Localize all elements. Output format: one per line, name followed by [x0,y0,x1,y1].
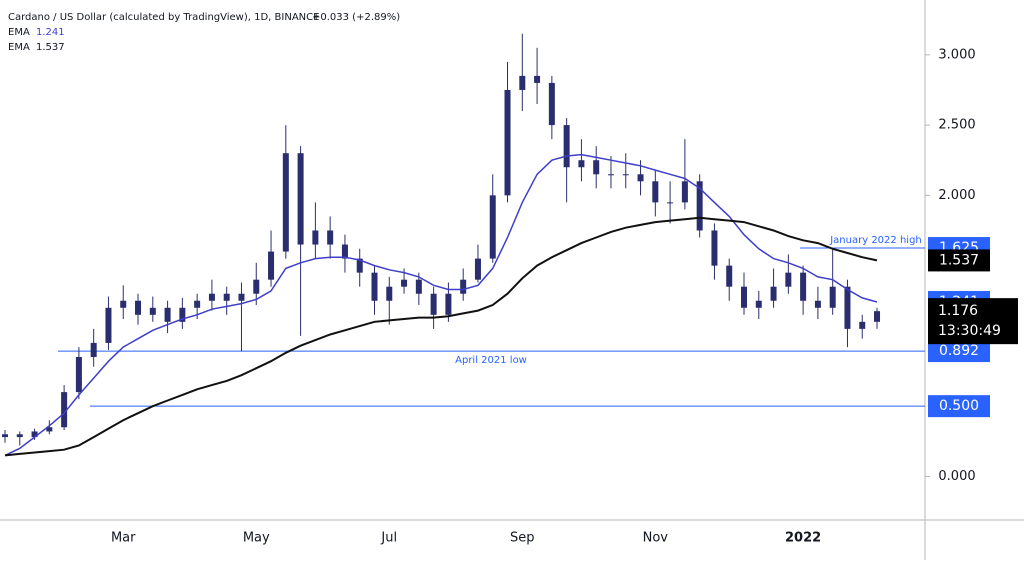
candle-body [785,272,792,287]
candle-body [874,311,881,322]
y-tick-label: 2.500 [938,118,975,133]
level-label: April 2021 low [455,355,527,366]
y-tick-label: 3.000 [938,47,975,62]
candle-body [341,244,348,259]
candle-body [755,300,762,308]
x-tick-label: Sep [510,531,535,546]
candle-body [711,230,718,266]
candle-body [489,195,496,259]
candle-body [401,279,408,287]
candle-body [622,174,629,176]
ema-line [4,216,878,457]
candle-body [135,300,142,315]
candle-body [238,293,245,301]
chart-title: Cardano / US Dollar (calculated by Tradi… [8,12,319,23]
candle-body [46,427,53,432]
candle-body [268,251,275,280]
candle-body [681,181,688,203]
candle-body [386,286,393,301]
ema-value: 1.241 [36,27,65,38]
candle-body [607,174,614,176]
candle-body [519,75,526,90]
ema-name: EMA [8,42,30,53]
candle-body [253,279,260,294]
candle-body [548,82,555,126]
candle-body [844,286,851,329]
level-price-text: 0.892 [939,343,979,359]
candle-body [312,230,319,245]
candle-body [800,272,807,301]
candle-body [90,342,97,357]
last-price-box [928,298,1018,345]
candle-body [149,307,156,315]
candle-body [637,174,644,182]
y-tick-label: 0.000 [938,469,975,484]
candle-body [445,293,452,315]
candle-body [223,293,230,301]
candle-body [652,181,659,203]
x-tick-label: Nov [643,531,669,546]
candle-body [164,307,171,322]
candle-body [75,356,82,393]
level-label: January 2022 high [829,235,922,246]
candle-body [430,293,437,315]
candle-body [415,279,422,294]
last-price-text: 1.176 [938,303,978,319]
change: +0.033 (+2.89%) [312,12,400,23]
candle-body [741,286,747,308]
x-tick-label: May [243,531,270,546]
countdown-text: 13:30:49 [938,323,1001,339]
ema-price-text: 1.537 [939,252,979,268]
candle-body [474,258,481,280]
candle-body [105,307,112,343]
y-tick-label: 2.000 [938,188,975,203]
candle-body [208,293,215,301]
candle-body [61,392,68,428]
candle-body [297,153,304,245]
candle-body [814,300,821,308]
candle-body [696,181,703,231]
candle-body [194,300,201,308]
candle-body [593,160,600,175]
candle-body [726,265,733,287]
level-price-box [928,340,990,363]
x-tick-label: 2022 [785,531,821,546]
candle-body [859,321,866,329]
candle-body [179,307,186,322]
ema-name: EMA [8,27,30,38]
candle-body [327,230,334,245]
candle-body [2,434,8,438]
candle-body [534,75,541,83]
candle-body [282,153,289,252]
candle-body [31,431,38,438]
candle-body [667,202,674,204]
level-price-text: 0.500 [939,398,979,414]
candle-body [460,279,467,294]
ema-price-box [928,249,990,272]
candle-body [371,272,378,301]
candle-body [16,434,23,438]
level-price-box [928,395,990,418]
candle-body [829,286,836,308]
candle-body [120,300,127,308]
ema-value: 1.537 [36,42,65,53]
candle-body [770,286,777,301]
ema-line [4,153,878,457]
candle-body [578,160,585,168]
candle-body [563,125,570,168]
candle-body [504,89,511,196]
x-tick-label: Jul [380,531,397,546]
x-tick-label: Mar [111,531,136,546]
candle-body [356,258,363,273]
